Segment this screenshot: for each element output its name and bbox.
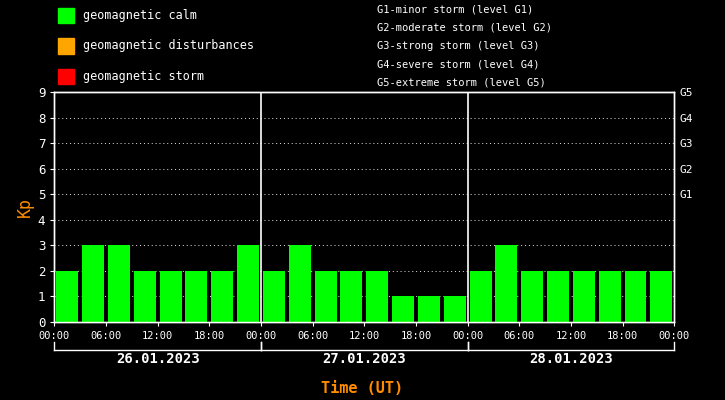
Text: Time (UT): Time (UT) <box>321 381 404 396</box>
Bar <box>82 245 104 322</box>
Y-axis label: Kp: Kp <box>16 197 33 217</box>
Text: G2-moderate storm (level G2): G2-moderate storm (level G2) <box>377 22 552 32</box>
Text: geomagnetic storm: geomagnetic storm <box>83 70 204 83</box>
Bar <box>263 271 285 322</box>
Bar <box>108 245 130 322</box>
Bar <box>366 271 388 322</box>
Text: G5-extreme storm (level G5): G5-extreme storm (level G5) <box>377 78 546 88</box>
Bar <box>521 271 543 322</box>
Bar <box>599 271 621 322</box>
Bar <box>134 271 156 322</box>
Text: 27.01.2023: 27.01.2023 <box>323 352 406 366</box>
Text: G4-severe storm (level G4): G4-severe storm (level G4) <box>377 59 539 69</box>
Text: 28.01.2023: 28.01.2023 <box>529 352 613 366</box>
Bar <box>444 296 465 322</box>
Bar <box>237 245 259 322</box>
Bar <box>495 245 518 322</box>
Bar <box>418 296 440 322</box>
Text: G3-strong storm (level G3): G3-strong storm (level G3) <box>377 41 539 51</box>
Bar <box>211 271 233 322</box>
Bar <box>470 271 492 322</box>
Bar <box>341 271 362 322</box>
Text: geomagnetic disturbances: geomagnetic disturbances <box>83 40 254 52</box>
Bar <box>573 271 594 322</box>
Text: G1-minor storm (level G1): G1-minor storm (level G1) <box>377 4 534 14</box>
Text: geomagnetic calm: geomagnetic calm <box>83 9 196 22</box>
Bar <box>650 271 672 322</box>
Bar <box>289 245 311 322</box>
Bar <box>624 271 647 322</box>
Bar <box>160 271 181 322</box>
Bar <box>186 271 207 322</box>
Bar <box>392 296 414 322</box>
Bar <box>57 271 78 322</box>
Bar <box>547 271 569 322</box>
Text: 26.01.2023: 26.01.2023 <box>116 352 199 366</box>
Bar <box>315 271 336 322</box>
